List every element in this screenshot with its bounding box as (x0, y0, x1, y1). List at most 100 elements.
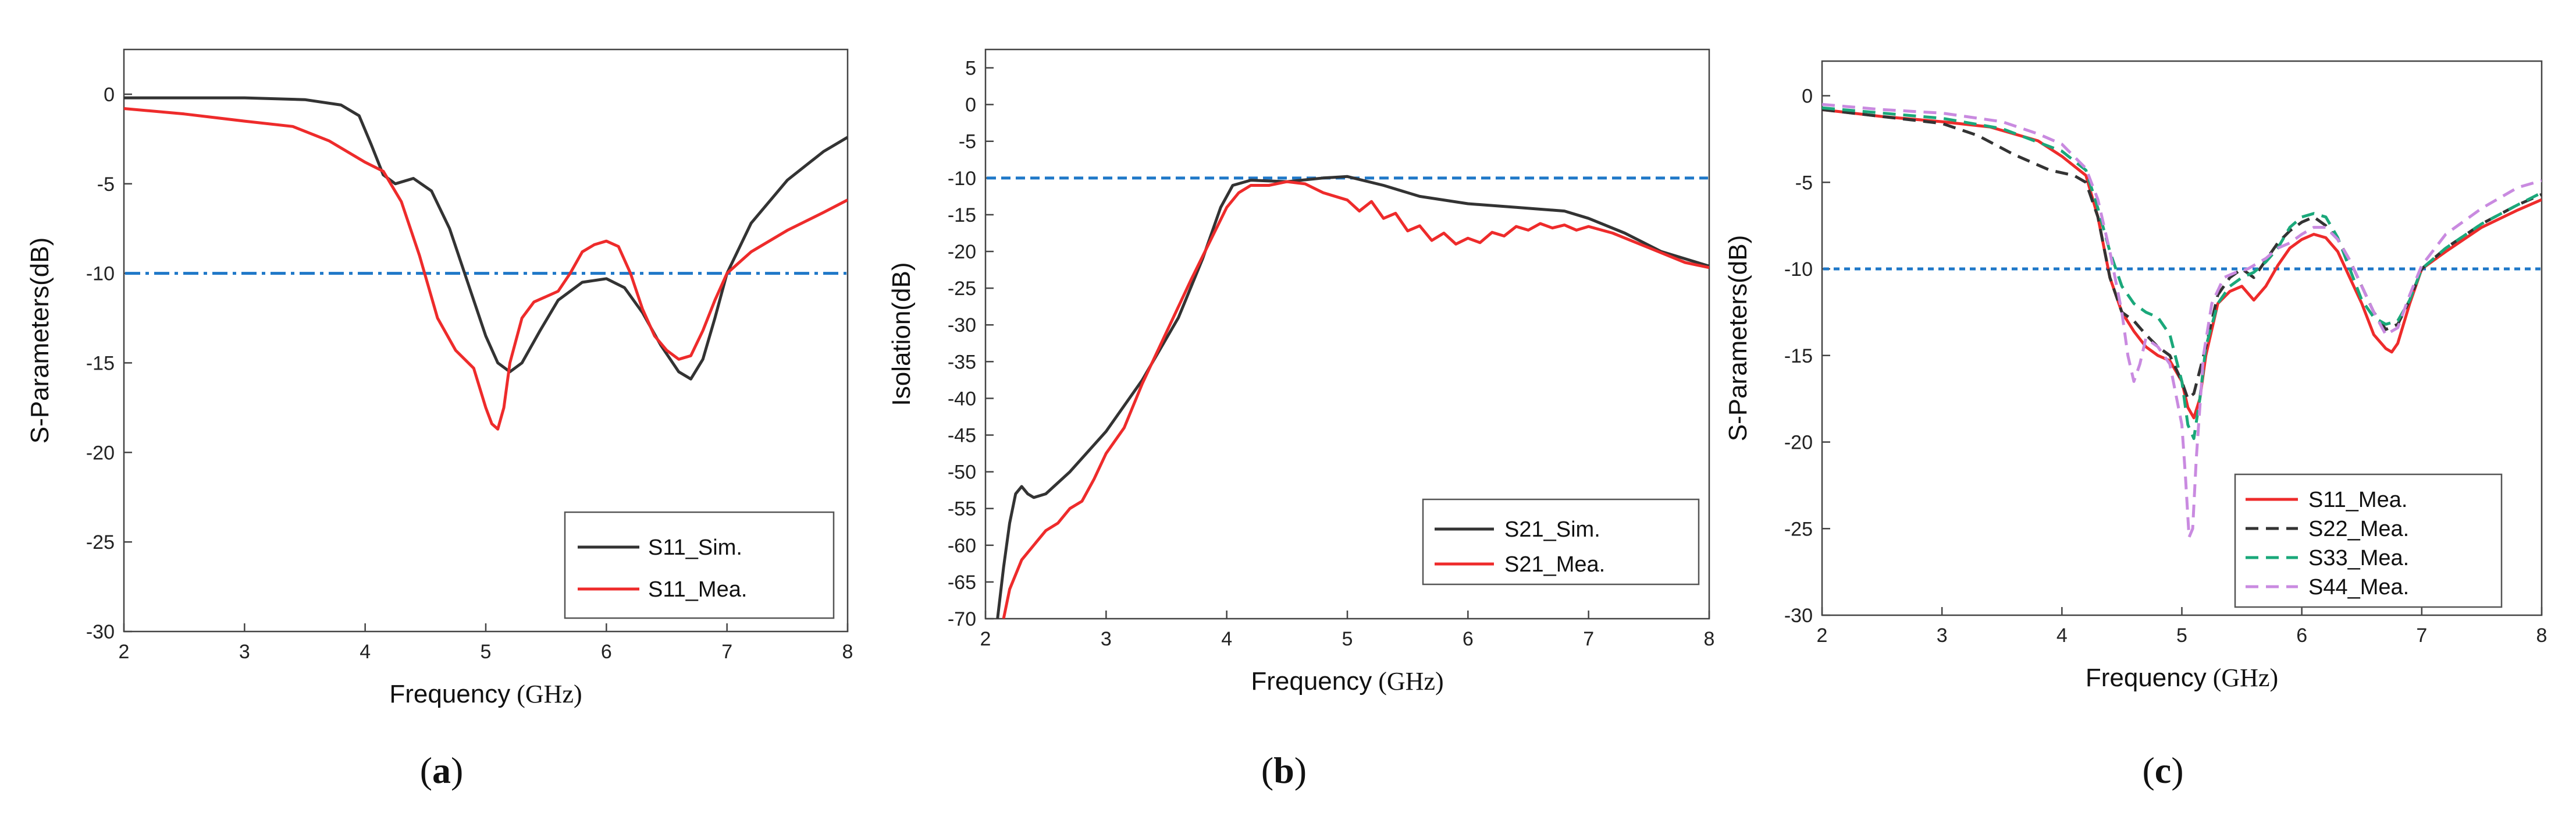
legend-box (1422, 498, 1700, 586)
y-tick-label: -25 (948, 278, 976, 300)
legend-box (564, 511, 835, 619)
y-tick-label: -15 (1784, 345, 1813, 367)
y-tick-label: -30 (1784, 605, 1813, 627)
series-line-s21-sim (996, 175, 1709, 619)
y-tick-label: -40 (948, 388, 976, 410)
x-tick-label: 4 (2056, 625, 2068, 647)
y-tick-label: -15 (86, 352, 115, 374)
x-tick-label: 7 (1583, 628, 1594, 650)
y-tick-label: 0 (965, 94, 976, 116)
y-tick-label: 0 (1802, 86, 1813, 108)
legend-entry: S22_Mea. (2308, 517, 2409, 541)
chart-panel-2: 2 3 4 5 6 7 8 5 0 -5 -10 -15 -20 -25 -30 -35 -40 -45 -50 -5… (887, 48, 1715, 696)
x-axis-label: Frequency (GHz) (1251, 667, 1443, 696)
series-line-s11-sim (124, 96, 848, 381)
y-tick-label: -60 (948, 535, 976, 557)
panel-label: (c) (2142, 750, 2183, 791)
series-line-s11-mea (124, 107, 848, 431)
x-tick-label: 6 (601, 641, 612, 663)
legend-entry: S33_Mea. (2308, 546, 2409, 570)
x-tick-label: 2 (980, 628, 991, 650)
y-axis-label: S-Parameters(dB) (26, 237, 54, 444)
y-tick-label: -15 (948, 204, 976, 226)
y-tick-label: -25 (1784, 518, 1813, 540)
x-tick-label: 5 (1342, 628, 1353, 650)
x-tick-label: 3 (1101, 628, 1112, 650)
y-tick-label: -20 (86, 442, 115, 464)
legend-entry: S11_Mea. (648, 577, 747, 602)
x-axis-label-unit: (GHz) (1372, 667, 1443, 696)
x-tick-label: 7 (2416, 625, 2427, 647)
chart-panel-1: 2 3 4 5 6 7 8 0 -5 -10 -15 -20 -25 -30 Frequency (GHz)… (26, 48, 853, 708)
y-tick-label: -10 (1784, 258, 1813, 281)
x-tick-label: 3 (1937, 625, 1948, 647)
x-axis-label-main: Frequency (1251, 667, 1372, 696)
y-tick-label: -20 (1784, 432, 1813, 454)
panel-label-letter: a (432, 750, 451, 791)
panel-label-letter: c (2155, 750, 2171, 791)
panel-label-open: ( (2142, 750, 2154, 791)
y-tick-label: -10 (948, 168, 976, 190)
y-axis-label: S-Parameters(dB) (1724, 235, 1752, 442)
series-line-s33-mea (1822, 106, 2542, 440)
x-tick-label: 8 (842, 641, 853, 663)
panel-label-close: ) (1294, 750, 1307, 791)
series-line-s11-mea (1822, 108, 2542, 420)
legend-box (2234, 473, 2503, 608)
x-tick-label: 2 (1817, 625, 1828, 647)
legend: S11_Mea. S22_Mea. S33_Mea. S44_Mea. (2234, 473, 2503, 608)
x-axis-label-unit: (GHz) (510, 680, 582, 708)
y-tick-label: -65 (948, 572, 976, 594)
panel-label-open: ( (1261, 750, 1273, 791)
y-tick-label: -5 (959, 131, 976, 153)
legend-entry: S21_Mea. (1504, 552, 1605, 577)
x-tick-label: 5 (2176, 625, 2187, 647)
legend: S11_Sim. S11_Mea. (564, 511, 835, 619)
y-tick-label: -30 (86, 621, 115, 643)
panel-label: (b) (1261, 750, 1307, 791)
panel-label-letter: b (1273, 750, 1294, 791)
x-tick-label: 5 (481, 641, 492, 663)
y-tick-label: -55 (948, 498, 976, 520)
y-tick-label: -10 (86, 263, 115, 285)
panel-label-close: ) (451, 750, 463, 791)
chart-panel-3: 2 3 4 5 6 7 8 0 -5 -10 -15 -20 -25 -30 Frequency (GHz)… (1724, 60, 2547, 692)
y-tick-label: 5 (965, 58, 976, 80)
x-axis-label: Frequency (GHz) (389, 680, 582, 708)
panel-label: (a) (420, 750, 464, 791)
x-axis-label-main: Frequency (2086, 664, 2207, 692)
series-line-s21-mea (1002, 180, 1709, 619)
x-tick-label: 3 (239, 641, 250, 663)
y-axis-label: Isolation(dB) (887, 262, 916, 406)
legend-entry: S11_Mea. (2308, 488, 2407, 512)
y-tick-label: -30 (948, 314, 976, 336)
series-line-s22-mea (1822, 108, 2542, 400)
y-tick-label: 0 (104, 84, 115, 106)
x-axis-label: Frequency (GHz) (2086, 664, 2278, 692)
panel-label-close: ) (2171, 750, 2183, 791)
y-tick-label: -50 (948, 462, 976, 484)
legend-entry: S11_Sim. (648, 535, 742, 560)
panel-label-open: ( (420, 750, 432, 791)
y-tick-label: -35 (948, 351, 976, 373)
x-tick-label: 4 (360, 641, 371, 663)
y-tick-label: -5 (97, 173, 115, 196)
x-tick-label: 4 (1221, 628, 1232, 650)
series-line-s44-mea (1822, 102, 2542, 539)
legend: S21_Sim. S21_Mea. (1422, 498, 1700, 586)
x-tick-label: 2 (119, 641, 130, 663)
x-axis-label-main: Frequency (389, 680, 510, 708)
x-tick-label: 8 (2536, 625, 2547, 647)
y-tick-label: -20 (948, 241, 976, 263)
x-tick-label: 6 (1463, 628, 1474, 650)
y-tick-label: -5 (1795, 172, 1813, 194)
x-tick-label: 6 (2296, 625, 2307, 647)
legend-entry: S44_Mea. (2308, 575, 2409, 599)
x-tick-label: 7 (721, 641, 732, 663)
y-tick-label: -45 (948, 425, 976, 447)
x-tick-label: 8 (1704, 628, 1715, 650)
y-tick-label: -25 (86, 531, 115, 554)
y-tick-label: -70 (948, 608, 976, 630)
legend-entry: S21_Sim. (1504, 517, 1600, 542)
